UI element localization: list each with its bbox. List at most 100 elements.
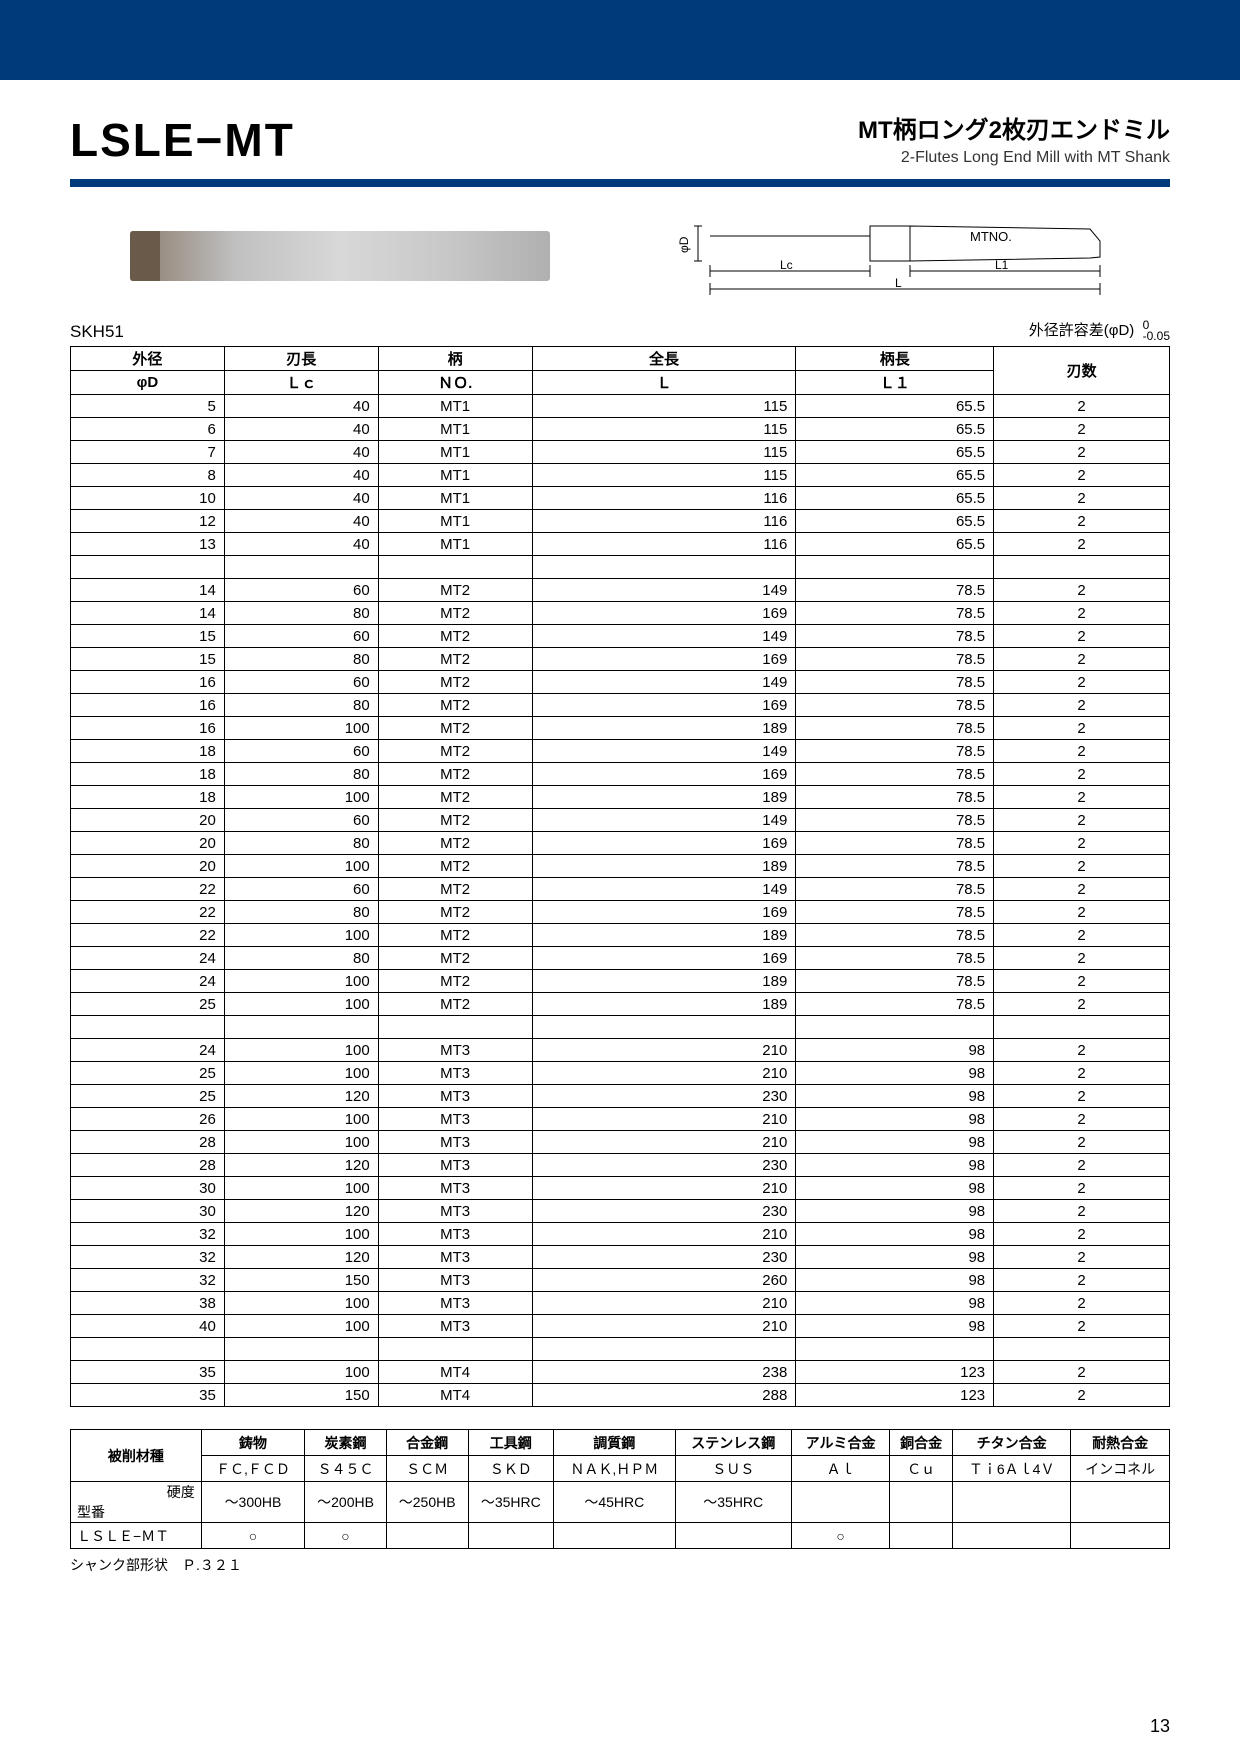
mat-corner: 硬度型番 xyxy=(71,1482,202,1523)
mat-cell: ～35HRC xyxy=(468,1482,554,1523)
table-cell: MT1 xyxy=(378,487,532,510)
table-cell: 100 xyxy=(224,1292,378,1315)
table-cell: MT3 xyxy=(378,1246,532,1269)
table-cell: 14 xyxy=(71,579,225,602)
table-row: 1880MT216978.52 xyxy=(71,763,1170,786)
table-cell: 20 xyxy=(71,855,225,878)
spec-header: 刃数 xyxy=(994,347,1170,395)
table-cell: 2 xyxy=(994,487,1170,510)
table-cell: 18 xyxy=(71,786,225,809)
mat-cell: ～45HRC xyxy=(554,1482,675,1523)
table-cell: 78.5 xyxy=(796,878,994,901)
table-cell: 40 xyxy=(224,510,378,533)
table-cell: 28 xyxy=(71,1131,225,1154)
page-content: LSLE−MT MT柄ロング2枚刃エンドミル 2-Flutes Long End… xyxy=(0,80,1240,1605)
table-cell: MT2 xyxy=(378,648,532,671)
mat-cell: ○ xyxy=(305,1523,387,1549)
product-name-jp: MT柄ロング2枚刃エンドミル xyxy=(858,110,1170,145)
table-cell: 78.5 xyxy=(796,947,994,970)
table-cell: 123 xyxy=(796,1384,994,1407)
table-cell: MT1 xyxy=(378,395,532,418)
table-cell: 2 xyxy=(994,694,1170,717)
spec-table-body: 540MT111565.52640MT111565.52740MT111565.… xyxy=(71,395,1170,1407)
mat-header: 銅合金 xyxy=(890,1430,953,1456)
table-cell: 80 xyxy=(224,832,378,855)
table-row: 24100MT218978.52 xyxy=(71,970,1170,993)
table-row: 30120MT3230982 xyxy=(71,1200,1170,1223)
table-cell: 16 xyxy=(71,717,225,740)
table-cell: 13 xyxy=(71,533,225,556)
table-cell: 78.5 xyxy=(796,832,994,855)
table-cell: 65.5 xyxy=(796,533,994,556)
table-cell: 2 xyxy=(994,1292,1170,1315)
spec-meta-row: SKH51 外径許容差(φD) 0-0.05 xyxy=(70,319,1170,342)
table-cell: 80 xyxy=(224,947,378,970)
table-cell: 2 xyxy=(994,625,1170,648)
table-row: 30100MT3210982 xyxy=(71,1177,1170,1200)
table-cell: 2 xyxy=(994,533,1170,556)
table-cell: 78.5 xyxy=(796,602,994,625)
table-cell: 2 xyxy=(994,924,1170,947)
table-cell: MT3 xyxy=(378,1131,532,1154)
mat-cell xyxy=(952,1482,1070,1523)
table-cell: 98 xyxy=(796,1085,994,1108)
table-cell: 2 xyxy=(994,441,1170,464)
table-cell: 98 xyxy=(796,1062,994,1085)
table-cell: 149 xyxy=(532,671,796,694)
mat-cell xyxy=(1071,1482,1170,1523)
spec-subheader: Ｌ１ xyxy=(796,371,994,395)
mat-label: 被削材種 xyxy=(71,1430,202,1482)
table-cell: MT3 xyxy=(378,1269,532,1292)
table-row: 2480MT216978.52 xyxy=(71,947,1170,970)
table-cell: MT2 xyxy=(378,671,532,694)
table-cell: 2 xyxy=(994,1361,1170,1384)
table-cell: 14 xyxy=(71,602,225,625)
mat-cell: ＮＡＫ,ＨＰＭ xyxy=(554,1456,675,1482)
table-cell: MT1 xyxy=(378,418,532,441)
table-cell: 120 xyxy=(224,1085,378,1108)
table-cell: 2 xyxy=(994,1200,1170,1223)
mat-header: アルミ合金 xyxy=(791,1430,889,1456)
mat-header: 調質鋼 xyxy=(554,1430,675,1456)
table-cell: 22 xyxy=(71,924,225,947)
table-cell: 78.5 xyxy=(796,740,994,763)
table-cell: 78.5 xyxy=(796,694,994,717)
table-cell: MT2 xyxy=(378,625,532,648)
table-cell: 5 xyxy=(71,395,225,418)
dimension-diagram: φD MTNO. Lc L1 L xyxy=(670,211,1110,301)
table-cell: 2 xyxy=(994,786,1170,809)
table-cell: MT2 xyxy=(378,832,532,855)
table-cell: MT2 xyxy=(378,694,532,717)
table-cell: 8 xyxy=(71,464,225,487)
table-cell: 210 xyxy=(532,1131,796,1154)
table-cell: 78.5 xyxy=(796,855,994,878)
table-cell: 210 xyxy=(532,1223,796,1246)
spacer-row xyxy=(71,556,1170,579)
header: LSLE−MT MT柄ロング2枚刃エンドミル 2-Flutes Long End… xyxy=(70,80,1170,187)
svg-text:φD: φD xyxy=(677,236,691,253)
table-cell: MT2 xyxy=(378,993,532,1016)
table-cell: 7 xyxy=(71,441,225,464)
table-cell: 6 xyxy=(71,418,225,441)
table-cell: 22 xyxy=(71,878,225,901)
table-cell: 78.5 xyxy=(796,579,994,602)
table-cell: 40 xyxy=(224,418,378,441)
table-cell: MT3 xyxy=(378,1223,532,1246)
table-cell: 100 xyxy=(224,970,378,993)
table-cell: 40 xyxy=(224,395,378,418)
table-cell: 2 xyxy=(994,395,1170,418)
table-cell: MT2 xyxy=(378,878,532,901)
table-cell: 18 xyxy=(71,763,225,786)
table-row: 1680MT216978.52 xyxy=(71,694,1170,717)
table-cell: 2 xyxy=(994,855,1170,878)
table-cell: 28 xyxy=(71,1154,225,1177)
table-row: 25120MT3230982 xyxy=(71,1085,1170,1108)
table-cell: 65.5 xyxy=(796,487,994,510)
table-cell: 78.5 xyxy=(796,786,994,809)
table-cell: 78.5 xyxy=(796,763,994,786)
table-cell: MT2 xyxy=(378,924,532,947)
table-row: 1040MT111665.52 xyxy=(71,487,1170,510)
table-row: 1460MT214978.52 xyxy=(71,579,1170,602)
mat-cell xyxy=(554,1523,675,1549)
page-number: 13 xyxy=(1150,1716,1170,1737)
